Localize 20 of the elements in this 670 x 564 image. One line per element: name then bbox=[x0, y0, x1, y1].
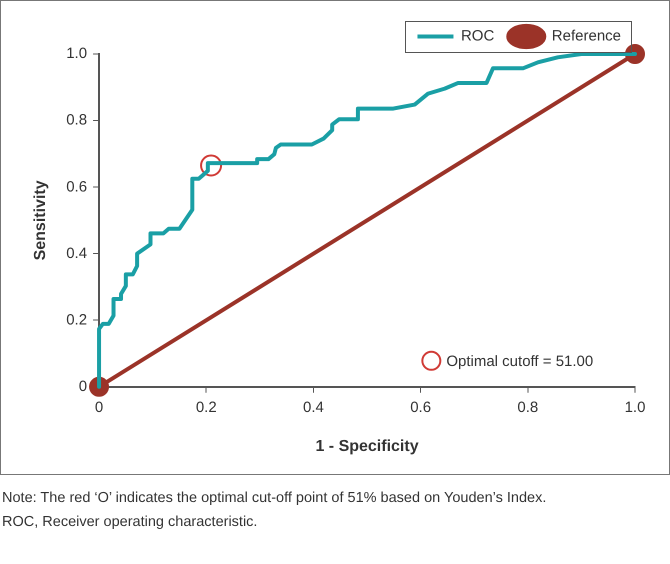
y-tick-label: 0.6 bbox=[66, 178, 88, 196]
x-axis-title: 1 - Specificity bbox=[315, 438, 419, 455]
x-tick-label: 0 bbox=[94, 398, 104, 416]
x-tick-label: 1.0 bbox=[624, 398, 646, 416]
text: ROC, Receiver operating characteristic. bbox=[2, 513, 258, 532]
x-tick-label: 0.8 bbox=[517, 398, 538, 416]
legend-label: Reference bbox=[552, 28, 622, 45]
y-tick-label: 0.2 bbox=[66, 311, 88, 328]
y-tick-label: 0.8 bbox=[66, 112, 88, 129]
y-axis-title: Sensitivity bbox=[32, 180, 50, 260]
y-tick-label: 0 bbox=[78, 378, 88, 395]
legend-label: ROC bbox=[460, 28, 494, 45]
y-tick-label: 1.0 bbox=[66, 45, 88, 62]
legend-label: Optimal cutoff = 51.00 bbox=[446, 352, 594, 370]
text: Note: The red ‘O’ indicates the optimal cut-off point of 51% based on Youden’s Index. bbox=[2, 489, 546, 508]
y-tick-label: 0.4 bbox=[66, 244, 88, 262]
x-tick-label: 0.2 bbox=[196, 398, 217, 416]
x-tick-label: 0.4 bbox=[303, 398, 324, 416]
point bbox=[200, 154, 222, 176]
x-tick-label: 0.6 bbox=[410, 398, 432, 416]
